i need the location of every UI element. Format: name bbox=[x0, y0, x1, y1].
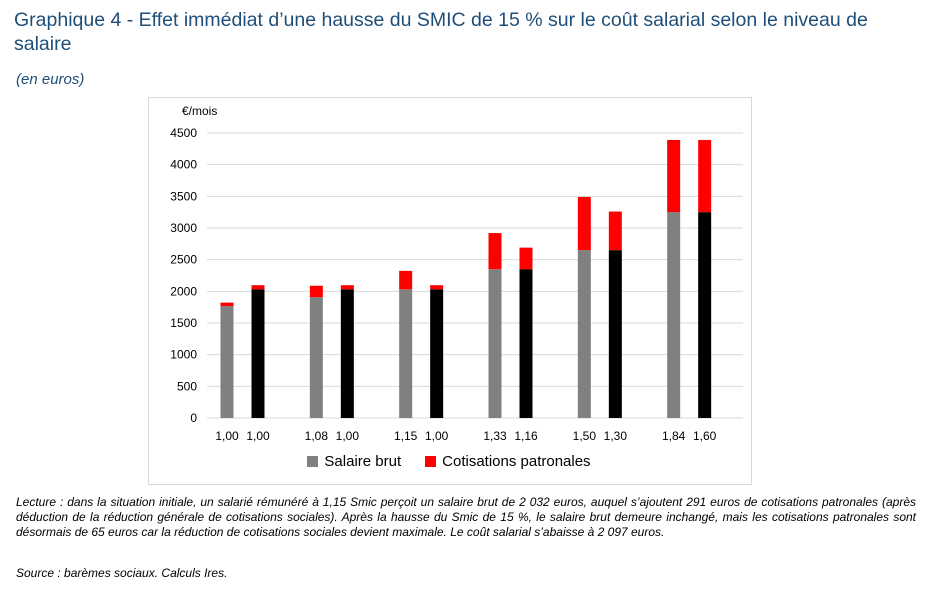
legend-item-salaire: Salaire brut bbox=[307, 453, 401, 470]
chart-subtitle: (en euros) bbox=[16, 71, 85, 88]
bar-cotisations-patronales bbox=[251, 285, 265, 290]
bar-cotisations-patronales bbox=[220, 302, 234, 307]
y-tick-label: 3500 bbox=[170, 189, 197, 203]
x-tick-label: 1,00 bbox=[336, 429, 360, 443]
bar-cotisations-patronales bbox=[399, 270, 413, 290]
y-tick-label: 500 bbox=[177, 379, 197, 393]
source-note: Source : barèmes sociaux. Calculs Ires. bbox=[16, 566, 228, 580]
legend-swatch-salaire bbox=[307, 456, 319, 467]
reading-note: Lecture : dans la situation initiale, un… bbox=[16, 495, 916, 539]
y-tick-label: 1000 bbox=[170, 348, 197, 362]
bar-salaire-brut bbox=[577, 250, 591, 418]
bar-cotisations-patronales bbox=[577, 196, 591, 251]
x-tick-label: 1,08 bbox=[305, 429, 329, 443]
bar-salaire-brut bbox=[251, 289, 265, 418]
chart-title: Graphique 4 - Effet immédiat d’une hauss… bbox=[14, 9, 868, 55]
bar-salaire-brut bbox=[340, 289, 354, 418]
x-tick-label: 1,33 bbox=[483, 429, 507, 443]
bar-salaire-brut bbox=[488, 269, 502, 418]
y-axis-label: €/mois bbox=[182, 104, 217, 118]
bar-cotisations-patronales bbox=[340, 285, 354, 290]
bar-salaire-brut bbox=[519, 269, 533, 418]
x-tick-label: 1,00 bbox=[425, 429, 449, 443]
bar-cotisations-patronales bbox=[667, 139, 681, 213]
legend: Salaire brut Cotisations patronales bbox=[148, 453, 750, 470]
bar-cotisations-patronales bbox=[430, 285, 444, 290]
x-tick-label: 1,60 bbox=[693, 429, 717, 443]
legend-swatch-cotisations bbox=[425, 456, 437, 467]
bar-salaire-brut bbox=[667, 212, 681, 418]
bar-salaire-brut bbox=[608, 250, 622, 418]
x-tick-label: 1,00 bbox=[215, 429, 239, 443]
bar-salaire-brut bbox=[220, 306, 234, 418]
x-tick-label: 1,00 bbox=[246, 429, 270, 443]
x-tick-label: 1,84 bbox=[662, 429, 686, 443]
bar-salaire-brut bbox=[399, 289, 413, 418]
y-tick-label: 2000 bbox=[170, 284, 197, 298]
y-tick-label: 2500 bbox=[170, 253, 197, 267]
bar-cotisations-patronales bbox=[519, 247, 533, 270]
x-tick-label: 1,16 bbox=[514, 429, 538, 443]
x-tick-label: 1,15 bbox=[394, 429, 418, 443]
bar-chart: 0 500 1000 1500 2000 2500 3000 3500 4000 4500 €/mo… bbox=[170, 104, 743, 443]
x-tick-label: 1,50 bbox=[573, 429, 597, 443]
y-tick-label: 1500 bbox=[170, 316, 197, 330]
legend-label-salaire: Salaire brut bbox=[324, 453, 402, 470]
bar-salaire-brut bbox=[309, 297, 323, 418]
y-tick-label: 4500 bbox=[170, 126, 197, 140]
bar-cotisations-patronales bbox=[698, 139, 712, 213]
bar-cotisations-patronales bbox=[608, 211, 622, 251]
y-tick-label: 0 bbox=[190, 411, 197, 425]
legend-label-cotisations: Cotisations patronales bbox=[442, 453, 591, 470]
bar-salaire-brut bbox=[430, 289, 444, 418]
bar-cotisations-patronales bbox=[309, 285, 323, 298]
y-tick-label: 3000 bbox=[170, 221, 197, 235]
bar-salaire-brut bbox=[698, 212, 712, 418]
x-tick-label: 1,30 bbox=[604, 429, 628, 443]
chart-area: 0 500 1000 1500 2000 2500 3000 3500 4000 4500 €/mo… bbox=[148, 97, 752, 485]
bar-cotisations-patronales bbox=[488, 233, 502, 270]
legend-item-cotisations: Cotisations patronales bbox=[425, 453, 591, 470]
y-tick-label: 4000 bbox=[170, 158, 197, 172]
